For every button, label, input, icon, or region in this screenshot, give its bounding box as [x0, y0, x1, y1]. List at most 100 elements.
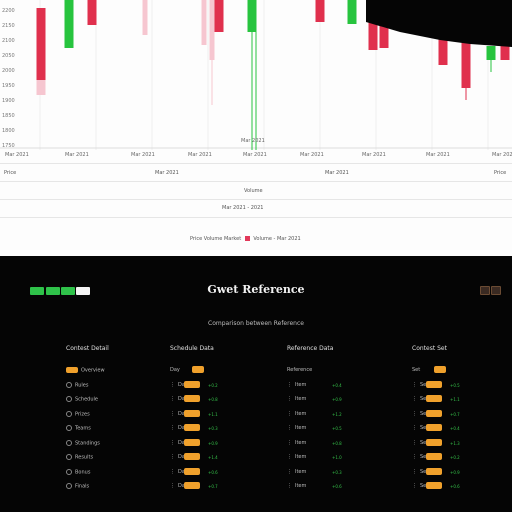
drag-handle-icon[interactable]: ⋮ [412, 439, 417, 446]
value-badge[interactable] [426, 380, 442, 388]
value-badge[interactable] [426, 482, 442, 489]
change-value: +0.6 [332, 484, 342, 489]
list-item[interactable]: Prizes [66, 410, 90, 417]
list-item[interactable]: Schedule [66, 396, 98, 403]
drag-handle-icon[interactable]: ⋮ [170, 410, 175, 417]
candlestick-chart[interactable] [0, 0, 512, 256]
drag-handle-icon[interactable]: ⋮ [287, 396, 292, 402]
value-badge[interactable] [426, 438, 442, 446]
drag-handle-icon[interactable]: ⋮ [287, 454, 292, 460]
drag-handle-icon[interactable]: ⋮ [412, 425, 417, 431]
list-item[interactable]: Day [170, 367, 180, 373]
value-badge[interactable] [184, 424, 200, 431]
candle-body[interactable] [438, 34, 448, 65]
value-badge[interactable] [184, 482, 200, 489]
value-badge[interactable] [426, 424, 442, 431]
drag-handle-icon[interactable]: ⋮ [412, 468, 417, 475]
candle-body[interactable] [87, 0, 97, 25]
value-badge[interactable] [184, 438, 200, 446]
value-badge[interactable] [184, 409, 200, 417]
volume-label: Volume [244, 188, 263, 194]
list-item[interactable]: Standings [66, 439, 100, 446]
toggle-pill[interactable] [76, 287, 90, 295]
header-badge[interactable] [434, 366, 446, 373]
list-item[interactable]: ⋮ Item [287, 382, 306, 388]
value-badge[interactable] [426, 453, 442, 460]
list-item[interactable]: Bonus [66, 468, 90, 475]
candle-body[interactable] [36, 80, 46, 95]
candle-body[interactable] [64, 0, 74, 48]
change-value: +0.8 [332, 440, 342, 446]
y-axis-label: 1950 [2, 83, 15, 89]
price-chart-panel[interactable]: 2200 2150 2100 2050 2000 1950 1900 1850 1800 1750… [0, 0, 512, 256]
toggle-pill[interactable] [61, 287, 75, 295]
candle-body[interactable] [368, 0, 378, 50]
list-item[interactable]: Reference [287, 367, 312, 373]
list-item[interactable]: Overview [66, 367, 105, 374]
drag-handle-icon[interactable]: ⋮ [287, 425, 292, 431]
value-badge[interactable] [184, 380, 200, 388]
list-item[interactable]: ⋮ Item [287, 469, 306, 475]
change-value: +0.3 [332, 469, 342, 475]
list-item-label: Overview [81, 367, 105, 374]
candle-body[interactable] [247, 0, 257, 32]
list-item[interactable]: ⋮ Item [287, 396, 306, 402]
drag-handle-icon[interactable]: ⋮ [412, 396, 417, 402]
value-badge[interactable] [184, 453, 200, 460]
candle-body[interactable] [36, 8, 46, 80]
drag-handle-icon[interactable]: ⋮ [412, 454, 417, 460]
list-item[interactable]: Teams [66, 425, 91, 432]
drag-handle-icon[interactable]: ⋮ [170, 396, 175, 402]
list-item[interactable]: Results [66, 454, 93, 461]
drag-handle-icon[interactable]: ⋮ [287, 439, 292, 446]
list-item[interactable]: ⋮ Item [287, 425, 306, 431]
change-value: +1.1 [450, 397, 460, 402]
value-badge[interactable] [184, 467, 200, 475]
candle-body[interactable] [463, 42, 469, 78]
row-label-left: Price [4, 170, 17, 176]
drag-handle-icon[interactable]: ⋮ [287, 468, 292, 475]
drag-handle-icon[interactable]: ⋮ [287, 381, 292, 388]
candle-body[interactable] [142, 0, 148, 35]
toggle-pill[interactable] [46, 287, 60, 295]
header-badge[interactable] [192, 366, 204, 373]
candle-body[interactable] [500, 46, 510, 60]
list-item[interactable]: ⋮ Item [287, 411, 306, 417]
change-value: +0.4 [450, 426, 460, 431]
change-value: +1.4 [208, 455, 218, 460]
panel-subtitle: Comparison between Reference [208, 320, 304, 327]
value-badge[interactable] [426, 395, 442, 402]
candle-body[interactable] [379, 22, 389, 48]
candle-body[interactable] [209, 0, 215, 60]
drag-handle-icon[interactable]: ⋮ [170, 381, 175, 388]
candle-body[interactable] [315, 0, 325, 22]
list-item-label: Prizes [75, 411, 90, 417]
value-badge[interactable] [426, 409, 442, 417]
list-item[interactable]: Rules [66, 381, 89, 388]
list-item[interactable]: Finals [66, 483, 89, 490]
drag-handle-icon[interactable]: ⋮ [287, 410, 292, 417]
change-value: +1.3 [450, 440, 460, 446]
drag-handle-icon[interactable]: ⋮ [170, 454, 175, 460]
close-icon[interactable] [491, 286, 501, 295]
list-item[interactable]: Set [412, 367, 420, 373]
value-badge[interactable] [426, 467, 442, 475]
drag-handle-icon[interactable]: ⋮ [170, 439, 175, 446]
drag-handle-icon[interactable]: ⋮ [287, 483, 292, 489]
drag-handle-icon[interactable]: ⋮ [170, 483, 175, 489]
drag-handle-icon[interactable]: ⋮ [412, 410, 417, 417]
candle-body[interactable] [214, 0, 224, 32]
list-item[interactable]: ⋮ Item [287, 483, 306, 489]
menu-icon[interactable] [480, 286, 490, 295]
toggle-pill[interactable] [30, 287, 44, 295]
list-item[interactable]: ⋮ Item [287, 454, 306, 460]
drag-handle-icon[interactable]: ⋮ [170, 425, 175, 431]
candle-body[interactable] [486, 46, 496, 60]
drag-handle-icon[interactable]: ⋮ [412, 381, 417, 388]
list-item[interactable]: ⋮ Item [287, 440, 306, 446]
drag-handle-icon[interactable]: ⋮ [170, 468, 175, 475]
candle-body[interactable] [201, 0, 207, 45]
drag-handle-icon[interactable]: ⋮ [412, 483, 417, 489]
candle-body[interactable] [347, 0, 357, 24]
value-badge[interactable] [184, 395, 200, 402]
